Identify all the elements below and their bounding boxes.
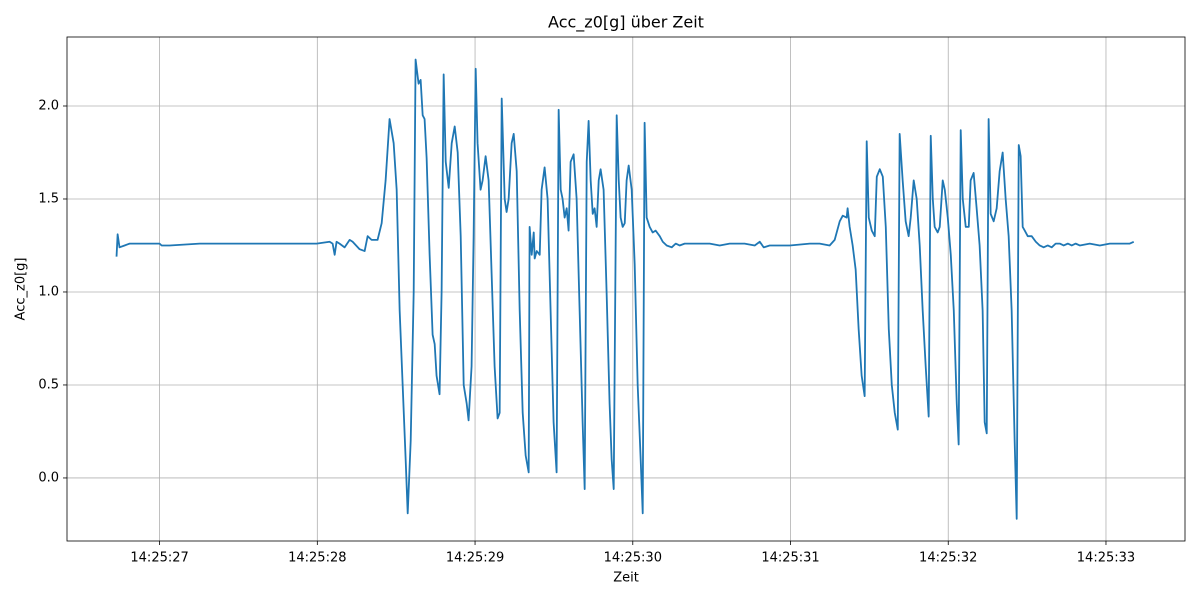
- plot-frame: [66, 36, 1186, 542]
- x-tick-label: 14:25:28: [288, 551, 346, 566]
- y-tick-label: 0.5: [38, 377, 59, 392]
- y-tick-label: 2.0: [38, 98, 59, 113]
- y-axis-label: Acc_z0[g]: [14, 258, 29, 321]
- chart-title: Acc_z0[g] über Zeit: [548, 13, 704, 33]
- y-tick-label: 1.5: [38, 191, 59, 206]
- x-tick-label: 14:25:31: [761, 551, 819, 566]
- data-line: [115, 58, 1135, 520]
- x-tick-label: 14:25:30: [604, 551, 662, 566]
- x-axis-label: Zeit: [613, 571, 639, 586]
- x-tick-label: 14:25:33: [1077, 551, 1135, 566]
- x-tick-label: 14:25:27: [130, 551, 188, 566]
- y-tick-label: 0.0: [38, 470, 59, 485]
- x-tick-label: 14:25:32: [919, 551, 977, 566]
- y-tick-label: 1.0: [38, 284, 59, 299]
- x-tick-label: 14:25:29: [446, 551, 504, 566]
